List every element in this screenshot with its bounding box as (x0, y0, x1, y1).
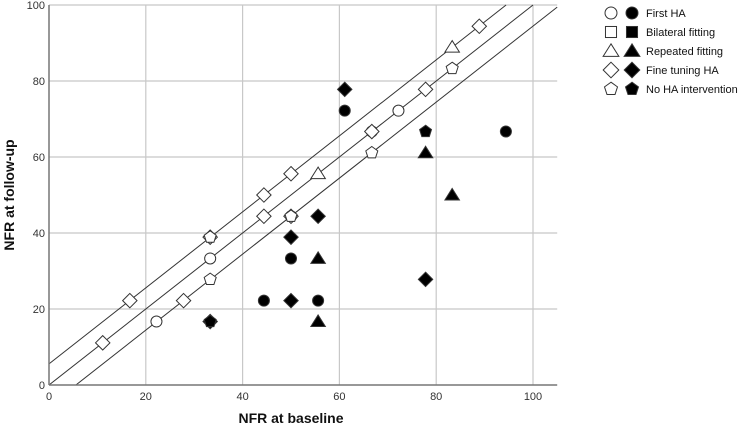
reference-lines (48, 4, 558, 386)
diamond-marker-open (602, 61, 620, 79)
x-tick-label: 60 (333, 391, 345, 403)
square-marker-open (604, 25, 618, 39)
legend-label: Repeated fitting (646, 46, 723, 58)
legend-label: First HA (646, 8, 686, 20)
triangle-marker-open (602, 42, 620, 57)
circle-marker-filled (499, 125, 512, 138)
legend-item-bilateral-fitting: Bilateral fitting (604, 25, 715, 39)
reference-line-lower (75, 6, 558, 386)
y-tick-label: 40 (33, 228, 45, 240)
legend-label: Bilateral fitting (646, 27, 715, 39)
pentagon-marker-open (203, 230, 217, 243)
diamond-marker-open (255, 187, 272, 203)
x-axis-title: NFR at baseline (238, 410, 343, 426)
triangle-marker-open (444, 39, 461, 53)
gridlines (49, 4, 558, 385)
diamond-marker-open (417, 81, 434, 98)
pentagon-marker-filled (203, 314, 217, 328)
legend-label: Fine tuning HA (646, 65, 719, 77)
triangle-marker-filled (309, 314, 327, 327)
circle-marker-filled (257, 294, 270, 307)
legend-item-first-ha: First HA (604, 6, 686, 20)
pentagon-marker-filled (624, 81, 640, 95)
diamond-marker-open (121, 292, 138, 309)
circle-marker-filled (284, 252, 298, 265)
square-marker-filled (625, 25, 639, 39)
diamond-marker-filled (417, 271, 434, 288)
legend-item-no-ha-intervention: No HA intervention (603, 81, 738, 96)
pentagon-marker-filled (419, 124, 433, 138)
pentagon-marker-open (445, 61, 459, 75)
circle-marker-filled (338, 104, 351, 117)
pentagon-marker-open (203, 272, 217, 285)
triangle-marker-filled (623, 42, 641, 57)
x-tick-label: 40 (236, 391, 248, 403)
y-tick-label: 60 (33, 152, 45, 164)
circle-marker-filled (625, 6, 639, 20)
y-tick-label: 100 (27, 0, 45, 12)
diamond-marker-open (255, 208, 272, 225)
pentagon-marker-open (365, 145, 379, 159)
data-points (94, 18, 512, 351)
diamond-marker-open (94, 334, 111, 351)
x-tick-label: 0 (46, 391, 52, 403)
circle-marker-open (604, 6, 618, 20)
x-tick-label: 100 (524, 391, 542, 403)
legend: First HA Bilateral fitting Repeated fittin… (602, 6, 738, 96)
y-tick-label: 0 (39, 380, 45, 392)
x-tick-label: 80 (430, 391, 442, 403)
circle-marker-open (204, 252, 217, 265)
x-tick-label: 20 (140, 391, 152, 403)
diamond-marker-open (471, 18, 488, 35)
pentagon-marker-open (603, 81, 619, 95)
circle-marker-filled (312, 294, 325, 307)
y-tick-label: 80 (33, 76, 45, 88)
diamond-marker-filled (283, 292, 299, 309)
legend-label: No HA intervention (646, 84, 738, 96)
pentagon-marker-open (284, 209, 298, 222)
legend-item-repeated-fitting: Repeated fitting (602, 42, 723, 58)
diamond-marker-filled (283, 229, 299, 246)
triangle-marker-open (309, 166, 327, 180)
diamond-marker-open (175, 292, 192, 309)
reference-line-upper (48, 4, 507, 365)
triangle-marker-filled (309, 250, 327, 264)
diamond-marker-open (283, 165, 299, 182)
diamond-marker-filled (336, 81, 353, 98)
y-axis-title: NFR at follow-up (1, 139, 17, 250)
axes (48, 5, 558, 386)
triangle-marker-filled (417, 145, 434, 159)
legend-item-fine-tuning-ha: Fine tuning HA (602, 61, 719, 79)
diamond-marker-open (363, 123, 380, 140)
diamond-marker-filled (623, 61, 641, 79)
tick-labels: 0 20 40 60 80 100 0 20 40 60 80 100 (27, 0, 543, 403)
y-tick-label: 20 (33, 304, 45, 316)
triangle-marker-filled (444, 187, 461, 201)
circle-marker-open (392, 104, 405, 117)
circle-marker-open (150, 315, 163, 328)
diamond-marker-filled (310, 208, 327, 225)
reference-line-identity (48, 4, 534, 386)
